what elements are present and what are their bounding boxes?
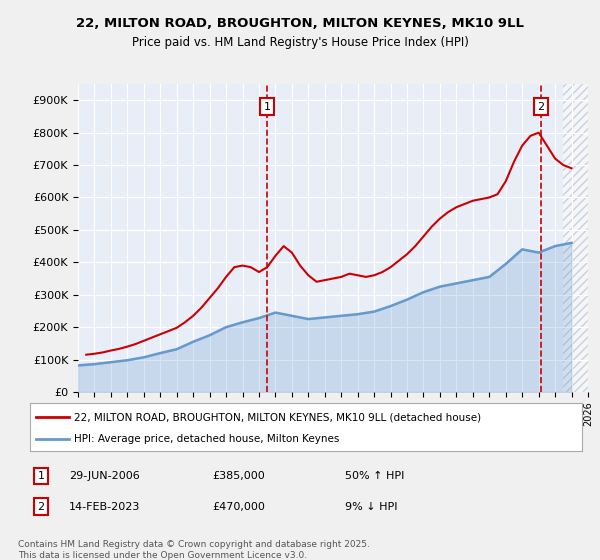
- Text: 9% ↓ HPI: 9% ↓ HPI: [344, 502, 397, 512]
- Text: Contains HM Land Registry data © Crown copyright and database right 2025.
This d: Contains HM Land Registry data © Crown c…: [18, 540, 370, 560]
- Text: HPI: Average price, detached house, Milton Keynes: HPI: Average price, detached house, Milt…: [74, 434, 340, 444]
- Text: 14-FEB-2023: 14-FEB-2023: [68, 502, 140, 512]
- Text: 29-JUN-2006: 29-JUN-2006: [68, 471, 139, 481]
- Text: 1: 1: [38, 471, 44, 481]
- Text: 50% ↑ HPI: 50% ↑ HPI: [344, 471, 404, 481]
- Bar: [563, 84, 588, 392]
- Text: 22, MILTON ROAD, BROUGHTON, MILTON KEYNES, MK10 9LL (detached house): 22, MILTON ROAD, BROUGHTON, MILTON KEYNE…: [74, 413, 481, 422]
- Text: Price paid vs. HM Land Registry's House Price Index (HPI): Price paid vs. HM Land Registry's House …: [131, 36, 469, 49]
- Text: 1: 1: [263, 102, 271, 111]
- Text: 2: 2: [37, 502, 44, 512]
- Text: £385,000: £385,000: [212, 471, 265, 481]
- Text: £470,000: £470,000: [212, 502, 265, 512]
- Text: 2: 2: [537, 102, 544, 111]
- Text: 22, MILTON ROAD, BROUGHTON, MILTON KEYNES, MK10 9LL: 22, MILTON ROAD, BROUGHTON, MILTON KEYNE…: [76, 17, 524, 30]
